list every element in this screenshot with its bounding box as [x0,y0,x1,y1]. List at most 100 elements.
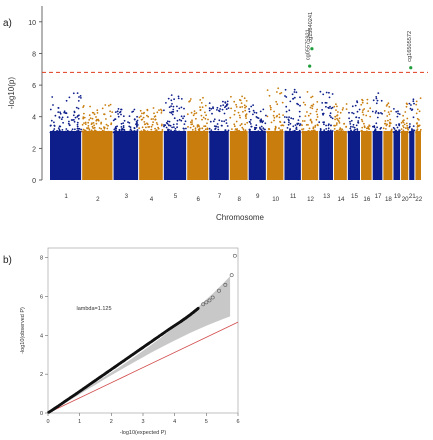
snp-point [347,131,350,134]
snp-point [406,124,409,127]
x-tick-label: 3 [125,193,129,200]
snp-point [302,128,305,130]
snp-point [117,108,120,110]
snp-point [269,105,272,107]
snp-point [199,106,201,108]
snp-point [92,122,95,124]
snp-point [104,104,107,106]
snp-point [304,103,307,106]
snp-point [363,108,366,110]
snp-point [93,124,95,127]
snp-point [404,127,407,129]
snp-point [208,131,211,134]
snp-point [412,116,415,119]
snp-point [249,123,252,125]
snp-point [165,126,168,129]
snp-point [123,129,126,132]
highlight-label: cg16505572 [407,31,413,62]
snp-point [166,130,169,133]
snp-point [284,88,287,91]
snp-point [193,110,196,112]
snp-point [334,115,337,118]
snp-point [287,118,290,121]
snp-point [381,112,383,115]
snp-point [122,125,125,127]
snp-point [365,114,368,117]
snp-point [87,121,90,124]
snp-point [74,116,77,119]
snp-point [278,127,280,130]
snp-point [260,125,263,128]
snp-point [408,102,411,105]
x-tick-label: 4 [173,419,176,425]
snp-point [165,131,168,133]
chromosome-band [139,130,163,180]
snp-point [350,125,352,128]
snp-point [410,131,412,134]
snp-point [405,122,408,125]
chromosome-band [209,130,229,180]
snp-point [265,114,267,117]
snp-point [331,93,334,95]
snp-point [204,111,206,114]
snp-point [336,105,338,108]
snp-point [146,114,148,117]
snp-point [221,124,223,127]
snp-point [76,123,79,126]
snp-point [358,116,360,119]
snp-point [339,127,342,130]
snp-point [79,95,82,97]
snp-point [319,130,322,133]
snp-point [206,131,208,134]
snp-point [82,130,85,133]
snp-point [191,119,193,122]
snp-point [356,130,359,133]
snp-point [50,119,53,122]
snp-point [88,128,91,131]
snp-point [136,119,139,122]
snp-point [241,106,244,108]
snp-point [410,104,412,106]
snp-point [199,99,202,101]
snp-point [341,131,343,134]
snp-point [109,110,111,113]
snp-point [305,131,307,134]
snp-point [416,108,419,111]
snp-point [204,125,207,128]
snp-point [160,109,163,112]
snp-point [203,130,206,132]
snp-point [368,128,370,131]
chromosome-band [393,130,401,180]
x-tick-label: 3 [141,419,144,425]
snp-point [179,131,181,134]
snp-point [415,112,418,115]
snp-point [248,120,251,123]
y-tick-label: 8 [32,51,36,58]
snp-point [214,127,217,130]
y-axis-label: -log10(p) [7,77,16,109]
snp-point [57,107,60,109]
snp-point [316,113,319,116]
snp-point [83,112,85,115]
chromosome-band [361,130,372,180]
snp-point [310,120,313,123]
snp-point [221,120,223,122]
snp-point [255,127,258,129]
snp-point [154,127,157,130]
snp-point [151,123,154,126]
snp-point [152,121,155,123]
snp-point [178,118,181,121]
snp-point [59,111,61,114]
snp-point [387,119,389,122]
snp-point [390,131,392,134]
snp-point [259,121,262,123]
snp-point [161,130,164,133]
chromosome-15-points [347,100,361,180]
snp-point [74,128,76,131]
snp-point [130,129,133,132]
snp-point [170,129,172,132]
snp-point [301,124,303,127]
snp-point [64,112,67,114]
snp-point [121,130,124,133]
snp-point [94,129,97,132]
